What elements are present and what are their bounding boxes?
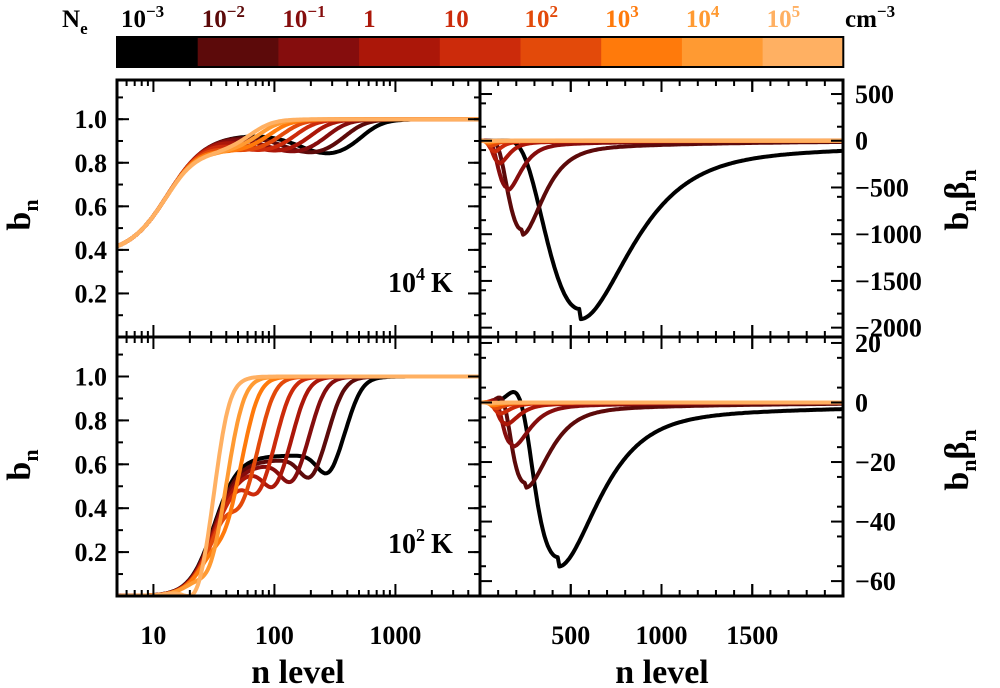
y-tick-label: 0.4 [75, 494, 108, 523]
colorbar-label: Ne [62, 6, 88, 38]
series-line [480, 390, 843, 569]
colorbar-swatch [762, 37, 844, 67]
ylabel-bottom-right: bnβn [939, 429, 981, 490]
colorbar-swatch [681, 37, 764, 67]
series-line [117, 117, 480, 249]
y-tick-label: −1000 [855, 220, 922, 249]
y-tick-label: −40 [855, 508, 896, 537]
colorbar-tick-label: 1 [363, 6, 376, 33]
y-tick-label: −60 [855, 567, 896, 596]
series-line [117, 117, 480, 249]
y-tick-label: 20 [855, 329, 881, 358]
series-line [117, 117, 480, 249]
x-tick-label: 500 [551, 621, 590, 650]
colorbar-tick-label: 104 [686, 2, 720, 33]
panel-frame [478, 335, 845, 598]
colorbar-tick-label: 10 [444, 6, 469, 33]
colorbar-tick-label: 102 [525, 2, 559, 33]
series-line [117, 117, 480, 249]
colorbar-tick-label: 103 [605, 2, 639, 33]
x-tick-label: 100 [255, 621, 294, 650]
colorbar-swatch [117, 37, 199, 67]
x-tick-label: 10 [140, 621, 166, 650]
series-line [117, 117, 480, 249]
colorbar-swatch [601, 37, 683, 67]
y-tick-label: −20 [855, 448, 896, 477]
y-tick-label: 0 [855, 388, 868, 417]
series-line [480, 400, 843, 406]
colorbar-swatch [520, 37, 602, 67]
colorbar-swatch [439, 37, 522, 67]
series-line [117, 117, 480, 249]
series-line [117, 117, 480, 249]
y-tick-label: 0.2 [75, 279, 108, 308]
panel-bn-1e4K: 0.2 0.4 0.6 0.8 1.0 [75, 78, 482, 339]
y-tick-label: 1.0 [75, 363, 108, 392]
y-tick-label: 0.4 [75, 236, 108, 265]
colorbar-frame [116, 36, 845, 68]
colorbar-tick-label: 10−3 [121, 2, 164, 33]
panel-bn-1e2K: 10 100 1000 0.2 0.4 0.6 0.8 1.0 [75, 335, 482, 650]
xlabel-right: n level [615, 654, 708, 688]
series-line [117, 374, 480, 596]
y-tick-label: 0 [855, 127, 868, 156]
ylabel-top-left: bn [1, 199, 43, 230]
colorbar: Ne 10−3 10−2 10−1 1 10 102 103 104 105 cm−3 [62, 2, 895, 68]
colorbar-unit: cm−3 [845, 2, 895, 33]
annotation-temp-bottom: 102 K [388, 525, 453, 560]
y-tick-label: 0.8 [75, 406, 108, 435]
colorbar-tick-label: 10−1 [282, 2, 325, 33]
y-tick-label: 0.6 [75, 192, 108, 221]
series-line [117, 117, 480, 249]
series-line [117, 374, 480, 596]
y-tick-label: −2000 [855, 314, 922, 343]
x-tick-label: 1500 [726, 621, 778, 650]
y-tick-label: 1.0 [75, 105, 108, 134]
panel-bnbeta-1e2K: 500 1000 1500 20 0 −20 −40 −60 [478, 329, 896, 650]
colorbar-swatch [359, 37, 441, 67]
y-tick-label: 0.6 [75, 450, 108, 479]
x-tick-label: 1000 [636, 621, 688, 650]
y-tick-label: −500 [855, 173, 909, 202]
x-tick-label: 1000 [369, 621, 421, 650]
colorbar-swatch [197, 37, 279, 67]
y-tick-label: 0.2 [75, 538, 108, 567]
colorbar-tick-label: 10−2 [202, 2, 245, 33]
ylabel-top-right: bnβn [939, 169, 981, 230]
y-tick-label: 0.8 [75, 149, 108, 178]
xlabel-left: n level [251, 654, 344, 688]
y-tick-label: 500 [855, 80, 894, 109]
series-line [480, 138, 843, 322]
ylabel-bottom-left: bn [1, 449, 43, 480]
colorbar-swatch [278, 37, 360, 67]
colorbar-tick-label: 105 [767, 2, 801, 33]
series-line [117, 117, 480, 249]
panel-bnbeta-1e4K: 500 0 −500 −1000 −1500 −2000 [478, 78, 922, 343]
y-tick-label: −1500 [855, 267, 922, 296]
annotation-temp-top: 104 K [388, 264, 453, 299]
